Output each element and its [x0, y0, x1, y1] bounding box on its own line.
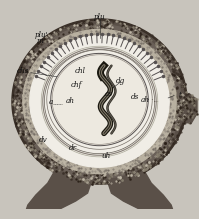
Text: as: as — [105, 90, 113, 98]
Text: uh: uh — [102, 152, 111, 160]
Text: chf: chf — [71, 81, 82, 89]
Polygon shape — [15, 21, 184, 182]
Text: chl: chl — [75, 67, 86, 75]
Text: a: a — [49, 97, 54, 106]
Text: ah: ah — [140, 96, 149, 104]
Text: dr: dr — [69, 144, 77, 152]
Text: dv: dv — [38, 136, 47, 144]
Text: m: m — [36, 37, 43, 45]
Polygon shape — [24, 165, 92, 219]
Polygon shape — [175, 94, 197, 124]
Polygon shape — [107, 165, 175, 219]
Text: dg: dg — [116, 77, 125, 85]
Text: plu: plu — [94, 13, 105, 21]
Text: ah: ah — [66, 97, 75, 104]
Text: t: t — [179, 91, 181, 99]
Text: plu': plu' — [35, 31, 49, 39]
Polygon shape — [51, 53, 148, 146]
Polygon shape — [18, 25, 181, 178]
Polygon shape — [23, 30, 176, 174]
Polygon shape — [12, 19, 187, 184]
Text: chs: chs — [17, 67, 29, 75]
Polygon shape — [30, 36, 169, 167]
Text: ds: ds — [131, 93, 139, 101]
